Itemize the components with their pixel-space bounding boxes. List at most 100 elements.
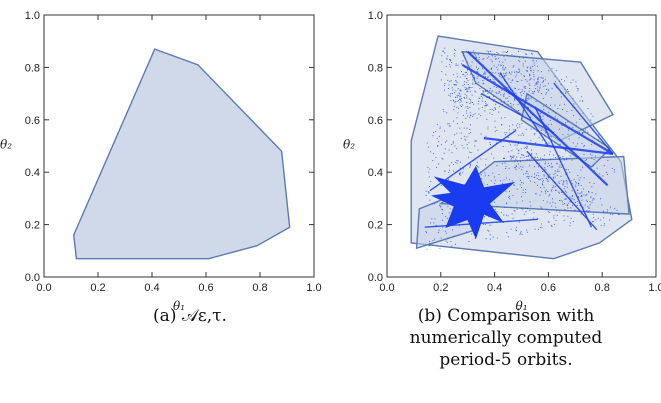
orbit-point (436, 138, 438, 139)
orbit-point (593, 165, 594, 167)
orbit-point (432, 240, 434, 241)
orbit-point (446, 112, 448, 114)
orbit-point (447, 55, 449, 57)
orbit-point (537, 79, 539, 81)
orbit-point (572, 79, 574, 81)
orbit-point (527, 173, 529, 175)
orbit-point (461, 71, 462, 73)
orbit-point (563, 159, 565, 161)
orbit-point (550, 97, 552, 99)
orbit-point (565, 92, 566, 94)
orbit-point (525, 155, 527, 157)
orbit-point (570, 207, 572, 209)
orbit-point (456, 148, 458, 150)
orbit-point (542, 184, 544, 186)
orbit-point (554, 75, 556, 77)
orbit-point (566, 157, 568, 159)
orbit-point (502, 61, 504, 63)
orbit-point (439, 247, 441, 249)
orbit-point (555, 157, 556, 158)
orbit-point (564, 103, 565, 105)
orbit-point (454, 84, 455, 86)
y-tick-label: 0.6 (368, 115, 383, 127)
orbit-point (473, 75, 475, 76)
orbit-point (519, 70, 521, 72)
orbit-point (527, 98, 529, 100)
orbit-point (524, 86, 526, 88)
orbit-point (520, 208, 522, 209)
orbit-point (490, 69, 492, 70)
orbit-point (463, 73, 465, 75)
x-tick-label: 0.6 (541, 282, 556, 294)
orbit-point (428, 171, 430, 173)
orbit-point (504, 59, 506, 61)
orbit-point (557, 169, 559, 171)
orbit-point (515, 158, 517, 160)
orbit-point (466, 61, 468, 63)
orbit-point (567, 89, 568, 91)
orbit-point (581, 142, 583, 144)
orbit-point (569, 222, 571, 224)
orbit-point (480, 115, 482, 117)
orbit-point (545, 189, 547, 191)
orbit-point (469, 117, 471, 118)
orbit-point (498, 74, 500, 76)
orbit-point (591, 186, 593, 188)
orbit-point (569, 155, 571, 157)
orbit-point (470, 164, 471, 166)
orbit-point (448, 125, 450, 127)
orbit-point (442, 109, 444, 110)
x-tick-label: 1.0 (306, 282, 321, 294)
orbit-point (542, 81, 544, 83)
orbit-point (540, 226, 541, 228)
orbit-point (554, 104, 556, 106)
orbit-point (522, 208, 524, 210)
orbit-point (511, 71, 513, 73)
orbit-point (504, 206, 506, 208)
orbit-point (454, 92, 456, 94)
orbit-point (471, 61, 473, 63)
orbit-point (486, 50, 488, 52)
orbit-point (575, 124, 577, 126)
orbit-point (547, 221, 549, 223)
orbit-point (559, 192, 560, 194)
orbit-point (556, 210, 558, 212)
orbit-point (542, 115, 544, 117)
orbit-point (521, 89, 523, 91)
orbit-point (477, 103, 479, 105)
orbit-point (577, 189, 579, 191)
orbit-point (477, 149, 479, 151)
orbit-point (573, 115, 574, 117)
orbit-point (496, 211, 498, 213)
orbit-point (529, 209, 531, 211)
orbit-point (493, 79, 495, 81)
orbit-point (551, 205, 553, 207)
orbit-point (488, 230, 490, 232)
orbit-point (520, 157, 522, 159)
orbit-point (578, 182, 579, 184)
orbit-point (533, 62, 535, 64)
orbit-point (502, 182, 504, 184)
orbit-point (509, 71, 510, 73)
orbit-point (529, 84, 531, 86)
orbit-point (451, 62, 453, 63)
orbit-point (449, 60, 451, 62)
orbit-point (518, 143, 519, 144)
orbit-point (490, 91, 492, 93)
orbit-point (510, 159, 512, 161)
orbit-point (545, 161, 547, 163)
orbit-point (572, 98, 574, 99)
orbit-point (531, 175, 533, 177)
orbit-point (518, 110, 520, 111)
orbit-point (506, 97, 508, 99)
orbit-point (521, 117, 523, 119)
orbit-point (519, 233, 521, 235)
orbit-point (428, 191, 430, 193)
orbit-point (527, 94, 529, 96)
orbit-point (505, 177, 507, 179)
orbit-point (528, 177, 529, 179)
orbit-point (537, 81, 539, 83)
orbit-point (571, 183, 573, 185)
orbit-point (537, 81, 539, 83)
orbit-point (446, 140, 448, 142)
